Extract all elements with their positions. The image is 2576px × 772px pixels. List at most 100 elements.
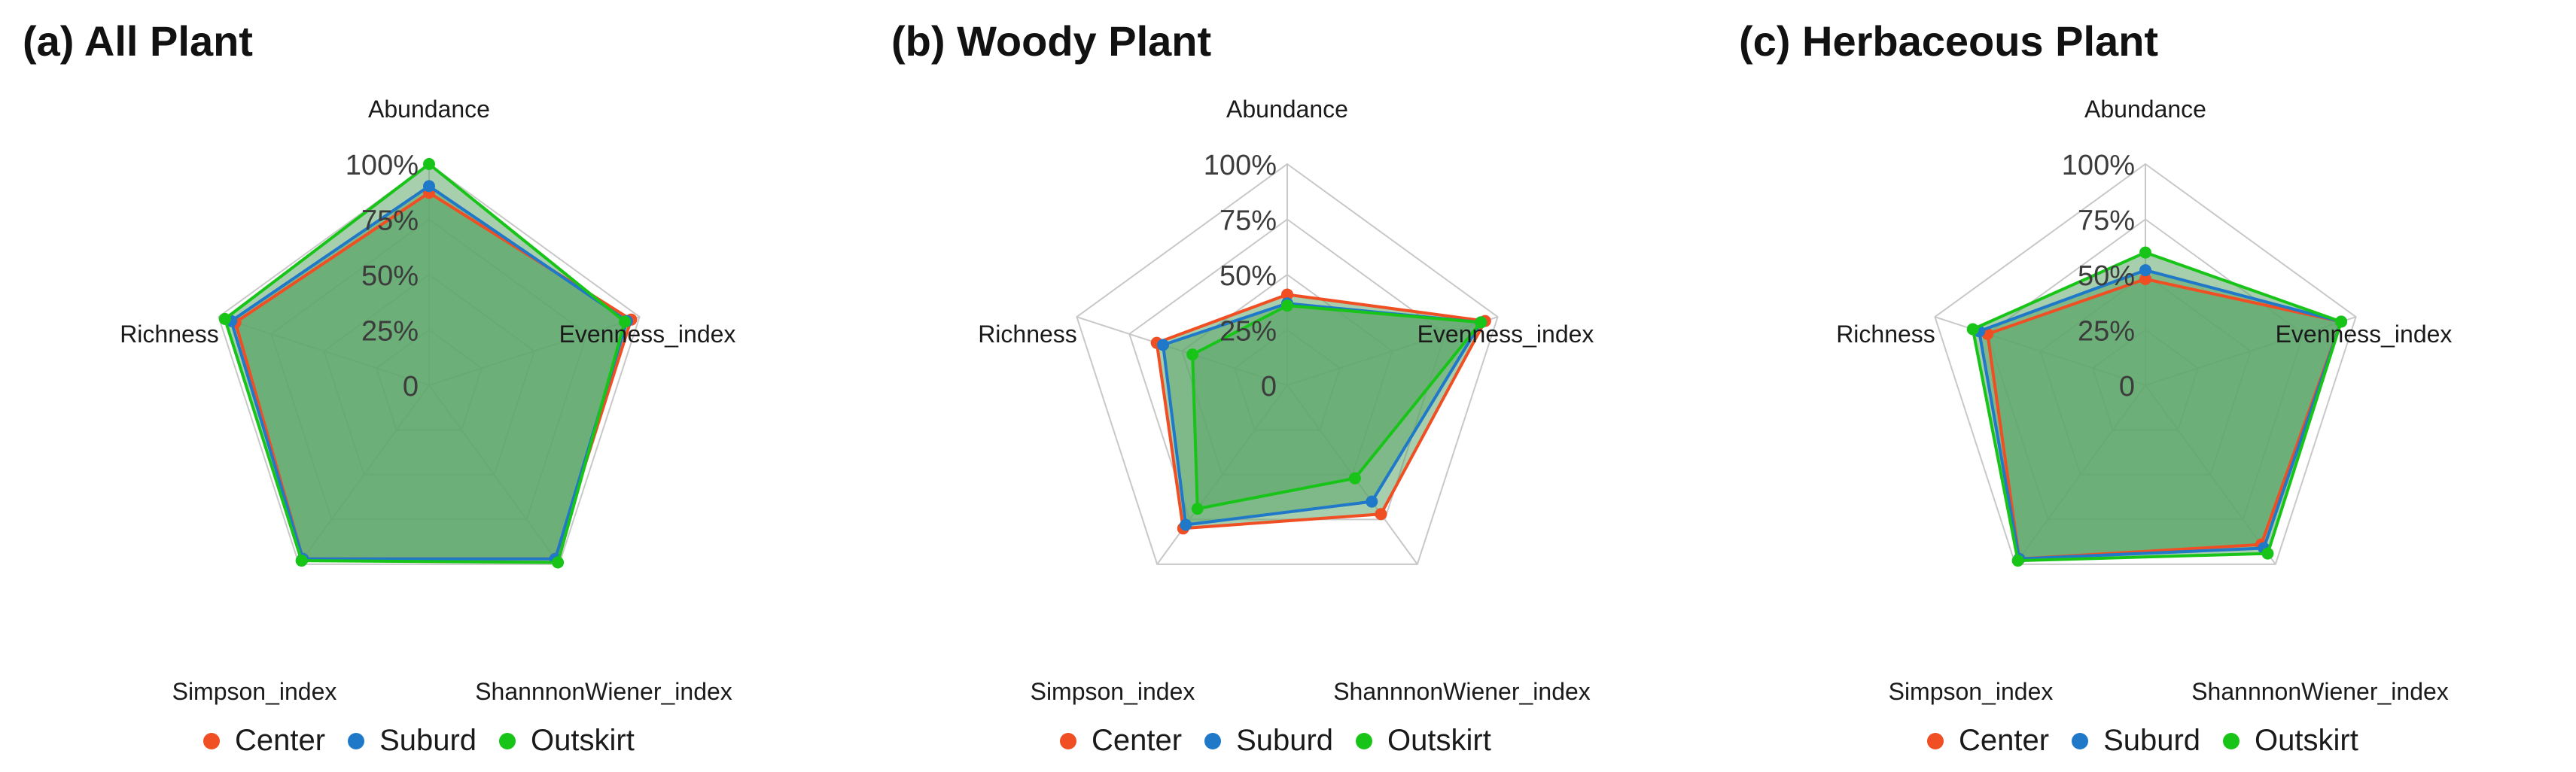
axis-label-abundance: Abundance <box>1226 96 1348 123</box>
series-line-outskirt <box>1191 304 1483 511</box>
legend-item-suburd: Suburd <box>2072 724 2200 758</box>
point-suburd-shannnonwiener-index <box>1366 495 1378 508</box>
legend-item-suburd: Suburd <box>1204 724 1333 758</box>
radial-tick-label: 75% <box>361 205 419 237</box>
axis-label-simpson-index: Simpson_index <box>172 678 337 705</box>
radial-tick-label: 100% <box>2062 150 2135 181</box>
legend-label: Center <box>235 724 326 757</box>
radial-ticks: 0 25% 50% 75% 100% <box>1204 150 1277 403</box>
radar-chart-all-plant: 0 25% 50% 75% 100% Abundance Evenness_index Sha… <box>120 96 736 705</box>
panel-title: (c) Herbaceous Plant <box>1739 17 2159 65</box>
grid-ring <box>1934 163 2357 565</box>
point-outskirt-shannnonwiener-index <box>1348 472 1361 485</box>
axis-label-shannnonwiener-index: ShannnonWiener_index <box>2191 678 2449 705</box>
legend-marker-center <box>1927 732 1944 749</box>
series-area-outskirt <box>1972 252 2342 561</box>
panel-woody-plant: (b) Woody Plant 0 25% 50% 75% 100% Abundance E… <box>858 0 1716 772</box>
panel-title: (a) All Plant <box>23 17 253 65</box>
axis-label-richness: Richness <box>1836 321 1935 348</box>
series-fills <box>1972 252 2342 561</box>
point-center-abundance <box>2139 272 2151 285</box>
point-suburd-abundance <box>423 180 435 193</box>
axis-label-evenness-index: Evenness_index <box>2276 321 2453 348</box>
panel-title: (b) Woody Plant <box>891 17 1212 65</box>
point-suburd-abundance <box>2139 264 2151 277</box>
point-outskirt-abundance <box>423 158 435 170</box>
point-center-abundance <box>1281 288 1293 301</box>
panel-all-plant: (a) All Plant 0 25% 50% 75% 100% Abundance Eve… <box>0 0 858 772</box>
axis-label-evenness-index: Evenness_index <box>1417 321 1594 348</box>
radial-tick-label: 50% <box>1219 260 1277 292</box>
legend-item-outskirt: Outskirt <box>499 724 635 758</box>
axis-label-abundance: Abundance <box>2084 96 2206 123</box>
point-suburd-richness <box>1157 339 1170 351</box>
axis-label-simpson-index: Simpson_index <box>1031 678 1195 705</box>
radial-tick-label: 0 <box>2119 371 2135 403</box>
radial-tick-label: 75% <box>2078 205 2135 237</box>
legend: Center Suburd Outskirt <box>1927 724 2381 758</box>
axis-labels: Abundance Evenness_index ShannnonWiener_in… <box>978 96 1594 705</box>
axis-label-richness: Richness <box>978 321 1077 348</box>
series-outskirt <box>1186 299 1487 515</box>
legend-item-center: Center <box>1927 724 2049 758</box>
axis-label-shannnonwiener-index: ShannnonWiener_index <box>475 678 732 705</box>
radial-ticks: 0 25% 50% 75% 100% <box>2062 150 2135 403</box>
radial-tick-label: 25% <box>2078 316 2135 348</box>
legend-label: Center <box>1959 724 2050 757</box>
series-line-outskirt <box>1971 251 2343 563</box>
legend-marker-center <box>1060 732 1076 749</box>
radial-tick-label: 25% <box>1219 316 1277 348</box>
radial-tick-label: 0 <box>403 371 419 403</box>
point-outskirt-richness <box>1966 323 1979 336</box>
legend-label: Center <box>1092 724 1183 757</box>
legend-marker-suburd <box>1204 732 1222 749</box>
legend-marker-outskirt <box>2223 732 2240 749</box>
legend-label: Outskirt <box>2255 724 2358 757</box>
series-line-outskirt <box>223 163 627 564</box>
series-line-center <box>1155 293 1487 530</box>
point-outskirt-simpson-index <box>2011 555 2024 567</box>
legend-item-outskirt: Outskirt <box>1356 724 1491 758</box>
legend-marker-outskirt <box>499 732 516 749</box>
point-outskirt-simpson-index <box>295 555 308 567</box>
grid-ring <box>218 163 641 565</box>
legend: Center Suburd Outskirt <box>203 724 657 758</box>
radial-tick-label: 100% <box>1204 150 1277 181</box>
point-outskirt-shannnonwiener-index <box>2261 547 2274 560</box>
legend-marker-center <box>203 732 220 749</box>
series-outskirt <box>218 158 632 569</box>
axis-label-simpson-index: Simpson_index <box>1889 678 2054 705</box>
point-outskirt-simpson-index <box>1191 503 1204 515</box>
series-fills <box>1156 294 1485 529</box>
legend-label: Suburd <box>2103 724 2201 757</box>
radar-chart-herbaceous-plant: 0 25% 50% 75% 100% Abundance Evenness_index Sha… <box>1836 96 2453 705</box>
radial-ticks: 0 25% 50% 75% 100% <box>346 150 419 403</box>
point-outskirt-richness <box>218 312 231 325</box>
point-outskirt-evenness-index <box>619 315 632 328</box>
legend-label: Suburd <box>379 724 477 757</box>
point-outskirt-abundance <box>1281 299 1293 312</box>
legend: Center Suburd Outskirt <box>1060 724 1514 758</box>
legend-marker-suburd <box>2072 732 2089 749</box>
legend-item-center: Center <box>1060 724 1182 758</box>
radial-tick-label: 25% <box>361 316 419 348</box>
grid-ring <box>1076 163 1499 565</box>
legend-item-suburd: Suburd <box>348 724 477 758</box>
series-area-outskirt <box>1192 305 1481 509</box>
radial-tick-label: 50% <box>361 260 419 292</box>
point-outskirt-evenness-index <box>2335 315 2348 328</box>
point-outskirt-shannnonwiener-index <box>552 556 565 569</box>
point-suburd-simpson-index <box>1180 518 1192 531</box>
legend-label: Suburd <box>1236 724 1334 757</box>
legend-marker-outskirt <box>1356 732 1373 749</box>
point-outskirt-abundance <box>2139 246 2151 259</box>
series-outskirt <box>1966 246 2348 567</box>
legend-label: Outskirt <box>531 724 635 757</box>
axis-label-shannnonwiener-index: ShannnonWiener_index <box>1333 678 1591 705</box>
axis-label-evenness-index: Evenness_index <box>559 321 736 348</box>
radial-tick-label: 75% <box>1219 205 1277 237</box>
point-outskirt-richness <box>1186 348 1199 361</box>
radial-tick-label: 50% <box>2078 260 2135 292</box>
series-fills <box>224 164 632 563</box>
